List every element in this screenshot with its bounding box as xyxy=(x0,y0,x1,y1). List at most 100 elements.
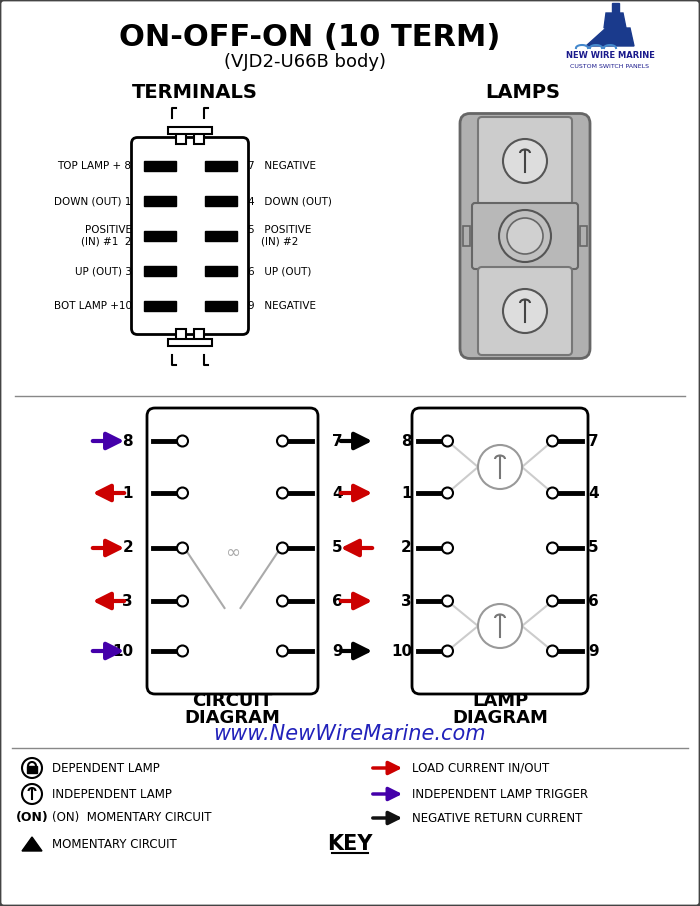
Circle shape xyxy=(478,604,522,648)
Bar xyxy=(204,161,237,171)
Bar xyxy=(176,128,186,143)
Circle shape xyxy=(177,436,188,447)
Text: TERMINALS: TERMINALS xyxy=(132,83,258,102)
FancyBboxPatch shape xyxy=(460,113,590,359)
Circle shape xyxy=(442,595,453,606)
Polygon shape xyxy=(604,13,626,28)
Circle shape xyxy=(442,436,453,447)
Text: 5: 5 xyxy=(332,541,342,555)
Circle shape xyxy=(22,758,42,778)
Text: 6: 6 xyxy=(588,593,598,609)
Circle shape xyxy=(277,487,288,498)
Circle shape xyxy=(503,139,547,183)
Text: MOMENTARY CIRCUIT: MOMENTARY CIRCUIT xyxy=(52,837,176,851)
Circle shape xyxy=(442,487,453,498)
Text: DIAGRAM: DIAGRAM xyxy=(452,709,548,727)
Text: 4: 4 xyxy=(332,486,342,500)
Text: 6   UP (OUT): 6 UP (OUT) xyxy=(248,266,312,276)
Text: 10: 10 xyxy=(112,643,133,659)
Bar xyxy=(176,329,186,344)
Text: NEGATIVE RETURN CURRENT: NEGATIVE RETURN CURRENT xyxy=(412,812,582,824)
Bar xyxy=(204,196,237,206)
Text: NEW WIRE MARINE: NEW WIRE MARINE xyxy=(566,52,654,61)
Text: 9   NEGATIVE: 9 NEGATIVE xyxy=(248,301,316,311)
Text: DIAGRAM: DIAGRAM xyxy=(185,709,281,727)
Text: 5: 5 xyxy=(588,541,598,555)
Circle shape xyxy=(507,218,543,254)
Circle shape xyxy=(547,487,558,498)
Text: TOP LAMP + 8: TOP LAMP + 8 xyxy=(57,161,132,171)
Text: 1: 1 xyxy=(122,486,133,500)
Circle shape xyxy=(277,436,288,447)
Polygon shape xyxy=(22,837,42,851)
Text: ∞: ∞ xyxy=(225,544,240,562)
Text: 5   POSITIVE
    (IN) #2: 5 POSITIVE (IN) #2 xyxy=(248,226,312,246)
Circle shape xyxy=(503,289,547,333)
Text: LAMPS: LAMPS xyxy=(486,83,561,102)
Bar xyxy=(612,3,619,13)
Bar xyxy=(144,266,176,276)
Bar xyxy=(168,127,212,133)
Bar xyxy=(144,301,176,311)
Bar xyxy=(144,231,176,241)
Text: 7   NEGATIVE: 7 NEGATIVE xyxy=(248,161,316,171)
Circle shape xyxy=(442,543,453,554)
Text: 6: 6 xyxy=(332,593,343,609)
Text: ON-OFF-ON (10 TERM): ON-OFF-ON (10 TERM) xyxy=(119,24,500,53)
Text: INDEPENDENT LAMP: INDEPENDENT LAMP xyxy=(52,787,172,801)
Bar xyxy=(204,266,237,276)
Text: CIRCUIT: CIRCUIT xyxy=(193,692,273,710)
Text: LAMP: LAMP xyxy=(472,692,528,710)
Text: 3: 3 xyxy=(401,593,412,609)
Circle shape xyxy=(547,543,558,554)
Circle shape xyxy=(177,543,188,554)
Bar xyxy=(204,301,237,311)
Circle shape xyxy=(547,645,558,657)
Text: 3: 3 xyxy=(122,593,133,609)
FancyBboxPatch shape xyxy=(472,203,578,269)
Text: 8: 8 xyxy=(122,433,133,448)
Text: www.NewWireMarine.com: www.NewWireMarine.com xyxy=(214,724,486,744)
Text: DOWN (OUT) 1: DOWN (OUT) 1 xyxy=(54,196,132,206)
Circle shape xyxy=(277,543,288,554)
Circle shape xyxy=(442,645,453,657)
Circle shape xyxy=(177,645,188,657)
Text: 2: 2 xyxy=(122,541,133,555)
Polygon shape xyxy=(586,28,634,46)
Text: LOAD CURRENT IN/OUT: LOAD CURRENT IN/OUT xyxy=(412,762,550,775)
Text: 2: 2 xyxy=(401,541,412,555)
Text: KEY: KEY xyxy=(328,834,372,854)
Text: 8: 8 xyxy=(401,433,412,448)
Text: 1: 1 xyxy=(402,486,412,500)
FancyBboxPatch shape xyxy=(147,408,318,694)
Bar xyxy=(463,226,470,246)
Circle shape xyxy=(277,595,288,606)
Text: BOT LAMP +10: BOT LAMP +10 xyxy=(53,301,132,311)
FancyBboxPatch shape xyxy=(412,408,588,694)
Circle shape xyxy=(177,487,188,498)
Text: DEPENDENT LAMP: DEPENDENT LAMP xyxy=(52,762,160,775)
FancyBboxPatch shape xyxy=(478,117,572,205)
Text: 9: 9 xyxy=(588,643,598,659)
Circle shape xyxy=(547,595,558,606)
Circle shape xyxy=(478,445,522,489)
Text: UP (OUT) 3: UP (OUT) 3 xyxy=(75,266,132,276)
Circle shape xyxy=(177,595,188,606)
Text: INDEPENDENT LAMP TRIGGER: INDEPENDENT LAMP TRIGGER xyxy=(412,787,588,801)
Bar xyxy=(144,196,176,206)
FancyBboxPatch shape xyxy=(478,267,572,355)
Text: (ON): (ON) xyxy=(15,812,48,824)
Bar xyxy=(580,226,587,246)
Circle shape xyxy=(547,436,558,447)
FancyBboxPatch shape xyxy=(132,138,248,334)
Bar xyxy=(194,329,204,344)
Text: 7: 7 xyxy=(332,433,342,448)
Text: 4: 4 xyxy=(588,486,598,500)
Bar xyxy=(144,161,176,171)
Text: 4   DOWN (OUT): 4 DOWN (OUT) xyxy=(248,196,332,206)
Bar xyxy=(194,128,204,143)
Bar xyxy=(204,231,237,241)
Text: (VJD2-U66B body): (VJD2-U66B body) xyxy=(224,53,386,71)
Text: (ON)  MOMENTARY CIRCUIT: (ON) MOMENTARY CIRCUIT xyxy=(52,812,211,824)
Text: 9: 9 xyxy=(332,643,342,659)
